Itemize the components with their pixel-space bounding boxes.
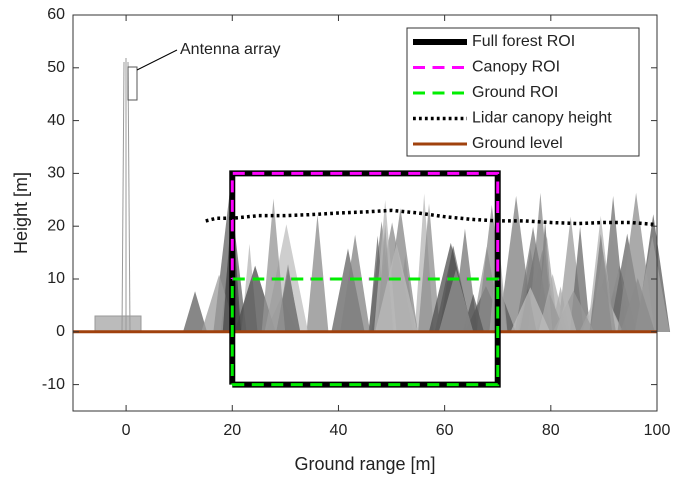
tree [182,291,208,332]
x-tick-label: 20 [223,422,241,439]
tree [261,198,286,332]
tree [306,214,329,332]
y-tick-label: -10 [42,376,65,393]
x-axis-label: Ground range [m] [294,454,435,474]
x-tick-label: 40 [330,422,348,439]
antenna-tower [94,49,178,333]
x-tick-label: 0 [122,422,131,439]
legend-box [406,27,640,157]
plot [73,170,658,388]
tree [438,269,474,332]
legend-label: Ground ROI [472,84,558,101]
y-tick-label: 50 [47,59,65,76]
y-tick-label: 0 [56,323,65,340]
series-line [230,277,500,387]
y-axis-label: Height [m] [11,172,31,254]
y-tick-label: 20 [47,217,65,234]
annotation: Antenna array [180,41,281,58]
plot-frame [72,14,658,412]
legend-label: Ground level [472,135,563,152]
y-tick-label: 30 [47,165,65,182]
tree [620,278,655,332]
tree [418,203,440,332]
x-tick-label: 80 [542,422,560,439]
y-tick-label: 10 [47,270,65,287]
legend-label: Canopy ROI [472,59,560,76]
tree [538,274,567,332]
legend-label: Lidar canopy height [472,110,612,127]
x-tick-label: 100 [644,422,671,439]
tree [375,243,418,332]
legend-label: Full forest ROI [472,33,575,50]
tree [510,287,551,332]
tree [340,234,371,332]
y-tick-label: 60 [47,6,65,23]
x-tick-label: 60 [436,422,454,439]
tree [590,251,616,332]
y-tick-label: 40 [47,112,65,129]
